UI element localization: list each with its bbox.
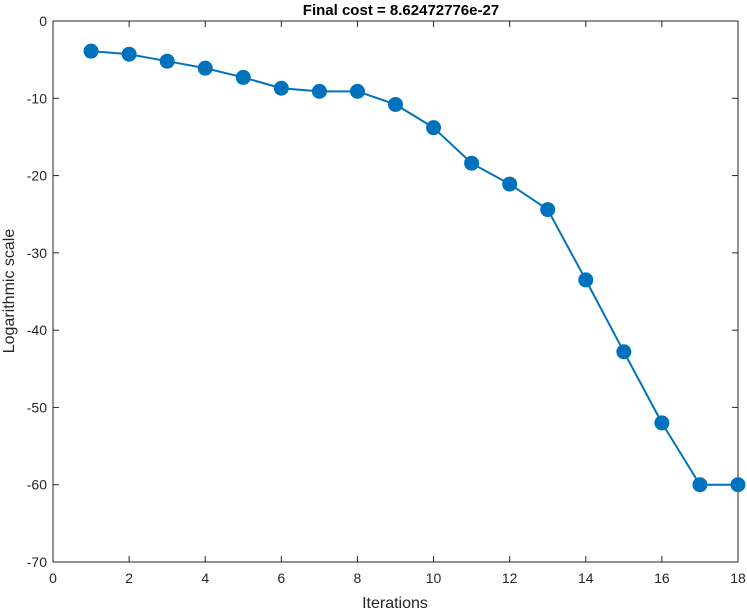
x-axis: 0 2 4 6 8 10 12 14 16 18 xyxy=(49,21,746,586)
data-point xyxy=(426,120,442,136)
x-tick-label: 18 xyxy=(730,570,746,586)
x-tick-label: 2 xyxy=(125,570,133,586)
series-layer xyxy=(83,43,746,493)
data-point xyxy=(311,83,327,99)
data-point xyxy=(197,60,213,76)
y-tick-label: -10 xyxy=(27,90,47,106)
data-point xyxy=(349,83,365,99)
y-axis: 0 -10 -20 -30 -40 -50 -60 -70 xyxy=(27,13,738,570)
data-point xyxy=(578,272,594,288)
data-point xyxy=(616,344,632,360)
data-point xyxy=(388,96,403,112)
y-tick-label: -30 xyxy=(27,245,47,261)
data-point xyxy=(159,53,175,69)
data-point xyxy=(83,43,99,59)
chart-title: Final cost = 8.62472776e-27 xyxy=(303,2,499,19)
data-point xyxy=(273,80,289,96)
y-tick-label: -40 xyxy=(27,322,47,338)
y-tick-label: -50 xyxy=(27,399,47,415)
x-tick-label: 4 xyxy=(201,570,209,586)
data-point xyxy=(540,202,556,218)
y-tick-label: 0 xyxy=(39,13,47,29)
data-point xyxy=(730,477,746,493)
data-point xyxy=(121,46,137,62)
data-point xyxy=(654,415,670,431)
y-tick-label: -70 xyxy=(27,554,47,570)
y-tick-label: -20 xyxy=(27,168,47,184)
x-tick-label: 12 xyxy=(502,570,518,586)
data-point xyxy=(502,176,518,192)
x-tick-label: 6 xyxy=(277,570,285,586)
y-axis-title: Logarithmic scale xyxy=(1,229,18,354)
x-axis-title: Iterations xyxy=(362,595,428,610)
y-tick-label: -60 xyxy=(27,477,47,493)
x-tick-label: 0 xyxy=(49,570,57,586)
data-point xyxy=(692,477,708,493)
x-tick-label: 16 xyxy=(654,570,670,586)
data-point xyxy=(235,69,251,85)
x-tick-label: 10 xyxy=(426,570,442,586)
x-tick-label: 8 xyxy=(354,570,362,586)
x-tick-label: 14 xyxy=(578,570,594,586)
data-point xyxy=(464,155,480,171)
